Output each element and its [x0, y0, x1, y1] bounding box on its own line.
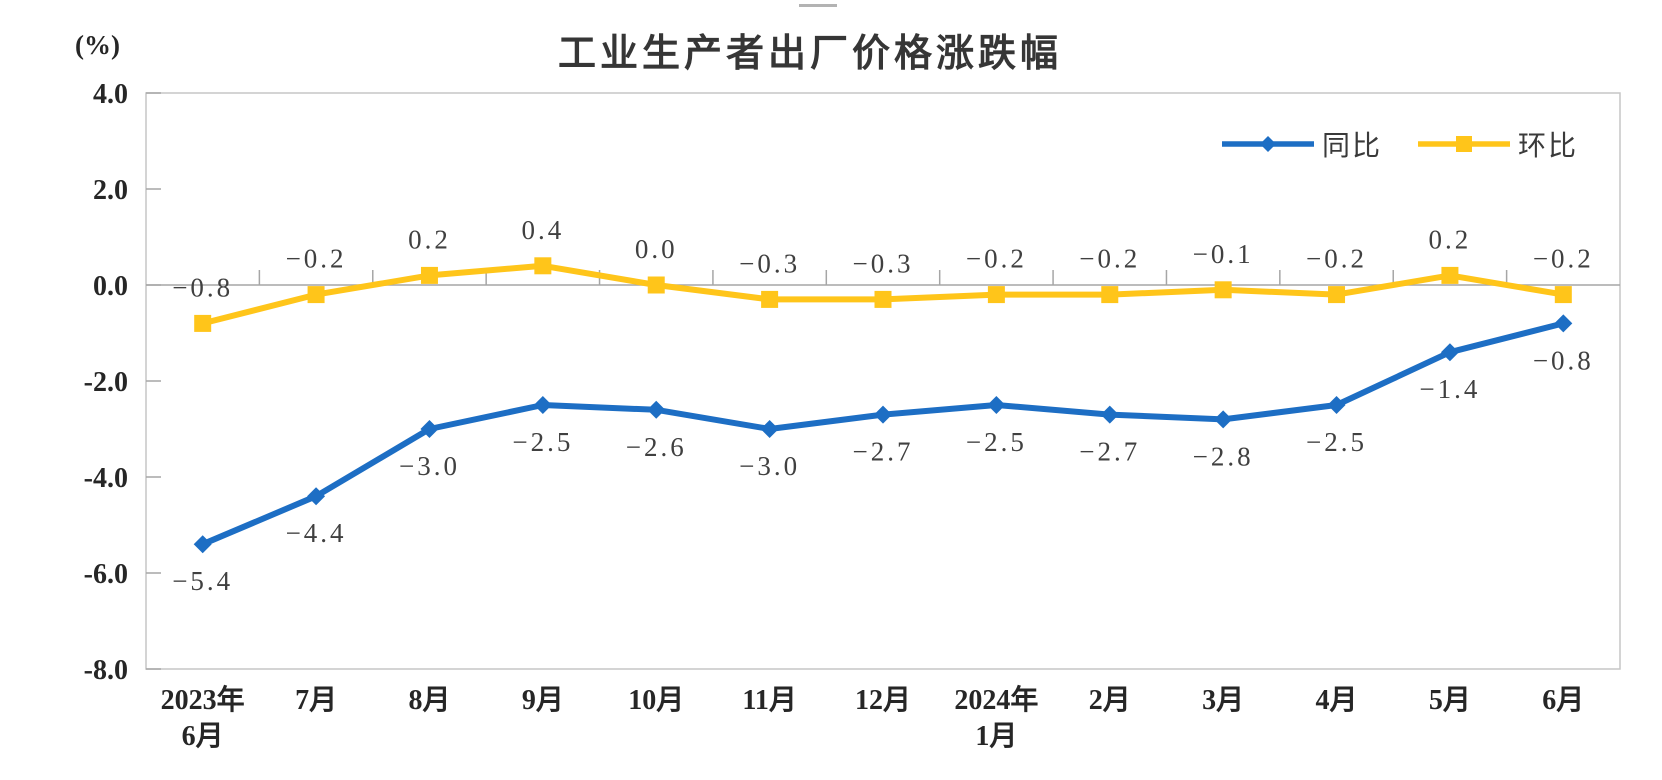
huanbi-square-marker — [420, 266, 438, 284]
huanbi-data-label: −0.3 — [853, 248, 914, 278]
tongbi-diamond-marker — [647, 400, 666, 419]
tongbi-diamond-marker — [987, 396, 1006, 414]
huanbi-square-marker — [1554, 286, 1572, 304]
x-axis-label: 3月 — [1202, 685, 1244, 716]
tongbi-diamond-marker — [307, 487, 326, 506]
tongbi-series-marker-icon — [1222, 136, 1314, 152]
tongbi-diamond-marker — [874, 405, 892, 424]
huanbi-square-marker — [1214, 281, 1232, 299]
huanbi-data-label: 0.0 — [635, 234, 678, 264]
tongbi-data-label: −4.4 — [286, 518, 347, 548]
legend-item-huanbi: 环比 — [1418, 124, 1578, 164]
x-axis-label: 8月 — [408, 685, 450, 716]
y-axis-tick-label: -6.0 — [84, 559, 128, 590]
tongbi-data-label: −2.5 — [1306, 427, 1367, 457]
huanbi-square-marker — [307, 286, 325, 304]
x-axis-label: 4月 — [1316, 685, 1358, 716]
y-axis-tick-label: 4.0 — [93, 79, 128, 110]
tongbi-diamond-marker — [420, 420, 439, 438]
x-axis-label: 5月 — [1429, 685, 1471, 716]
plot-border — [145, 92, 1621, 670]
x-axis-label: 10月 — [628, 685, 684, 716]
x-axis-label: 6月 — [1542, 685, 1584, 716]
x-axis-label: 12月 — [855, 685, 911, 716]
x-axis-label: 2023年 6月 — [161, 683, 245, 752]
huanbi-data-label: 0.4 — [521, 215, 564, 245]
y-axis-tick-label: 0.0 — [93, 271, 128, 302]
decorative-crop-line — [799, 4, 837, 7]
huanbi-data-label: −0.8 — [172, 272, 233, 302]
y-axis-tick-label: -2.0 — [84, 367, 128, 398]
legend: 同比 环比 — [1222, 124, 1578, 164]
y-axis-tick-label: -4.0 — [84, 463, 128, 494]
huanbi-data-label: −0.2 — [1306, 244, 1367, 274]
tongbi-diamond-marker — [1554, 314, 1573, 333]
huanbi-square-marker — [534, 257, 552, 275]
legend-item-tongbi: 同比 — [1222, 124, 1382, 164]
tongbi-diamond-marker — [1440, 343, 1459, 362]
huanbi-square-marker — [1328, 286, 1346, 304]
tongbi-diamond-marker — [193, 535, 212, 554]
x-axis-label: 2024年 1月 — [954, 683, 1038, 752]
x-axis-label: 2月 — [1089, 685, 1131, 716]
y-axis-tick-label: 2.0 — [93, 175, 128, 206]
x-axis-label: 7月 — [295, 685, 337, 716]
tongbi-data-label: −0.8 — [1533, 345, 1594, 375]
x-axis-label: 11月 — [742, 685, 796, 716]
huanbi-series-marker-icon — [1418, 136, 1511, 152]
tongbi-data-label: −2.5 — [512, 427, 573, 457]
huanbi-data-label: −0.2 — [966, 244, 1027, 274]
huanbi-data-label: −0.3 — [739, 248, 800, 278]
huanbi-square-marker — [987, 286, 1005, 304]
x-axis-label: 9月 — [522, 685, 564, 716]
legend-label-tongbi: 同比 — [1322, 131, 1383, 162]
tongbi-diamond-marker — [760, 420, 779, 438]
tongbi-data-label: −2.8 — [1193, 441, 1254, 471]
huanbi-square-marker — [1441, 266, 1459, 284]
tongbi-diamond-marker — [533, 396, 552, 414]
legend-label-huanbi: 环比 — [1518, 131, 1579, 162]
tongbi-data-label: −1.4 — [1419, 374, 1480, 404]
y-axis-tick-label: -8.0 — [84, 655, 128, 686]
tongbi-diamond-marker — [1327, 396, 1346, 414]
tongbi-data-label: −2.6 — [626, 432, 687, 462]
chart-title: 工业生产者出厂价格涨跌幅 — [557, 33, 1062, 75]
huanbi-square-marker — [761, 290, 779, 308]
huanbi-data-label: 0.2 — [1429, 224, 1472, 254]
huanbi-square-marker — [647, 276, 665, 294]
tongbi-data-label: −5.4 — [172, 566, 233, 596]
tongbi-data-label: −2.7 — [1079, 437, 1140, 467]
y-axis-unit-label: (%) — [75, 30, 120, 60]
huanbi-data-label: −0.1 — [1193, 239, 1254, 269]
huanbi-square-marker — [874, 290, 892, 308]
huanbi-data-label: −0.2 — [1533, 244, 1594, 274]
huanbi-data-label: −0.2 — [1079, 244, 1140, 274]
tongbi-data-label: −3.0 — [739, 451, 800, 481]
tongbi-diamond-marker — [1214, 410, 1233, 429]
huanbi-square-marker — [1101, 286, 1119, 304]
tongbi-diamond-marker — [1100, 405, 1119, 424]
huanbi-data-label: −0.2 — [286, 244, 347, 274]
tongbi-data-label: −3.0 — [399, 451, 460, 481]
tongbi-data-label: −2.5 — [966, 427, 1027, 457]
huanbi-data-label: 0.2 — [408, 224, 451, 254]
huanbi-square-marker — [194, 314, 212, 332]
tongbi-data-label: −2.7 — [853, 437, 914, 467]
